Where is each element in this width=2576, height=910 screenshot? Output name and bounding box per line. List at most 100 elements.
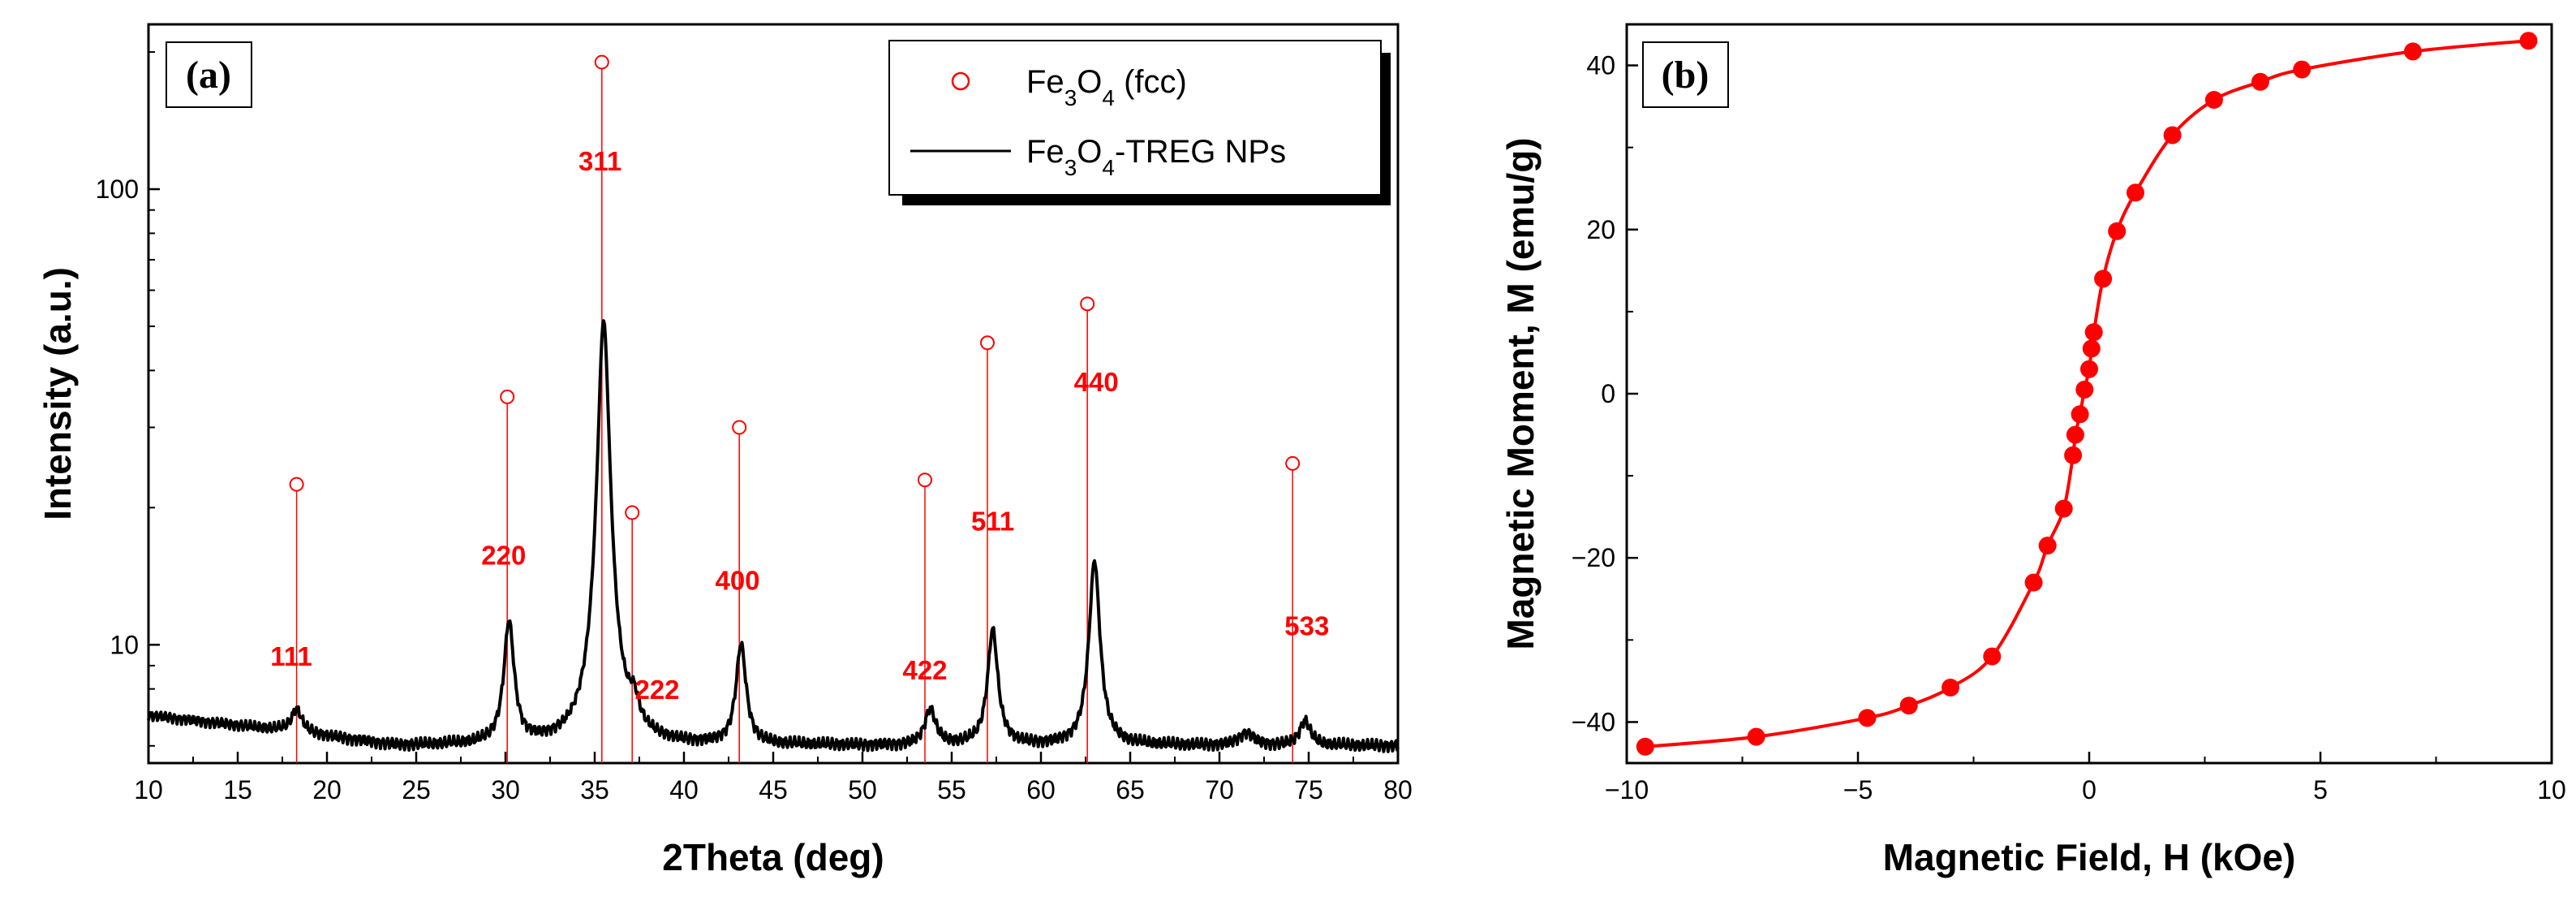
mh-data-point (1983, 647, 2002, 666)
x-axis-title: Magnetic Field, H (kOe) (1883, 836, 2296, 878)
x-tick-label: −10 (1605, 775, 1649, 804)
mh-data-point (1858, 709, 1877, 727)
hkl-label-511: 511 (971, 507, 1014, 537)
hkl-label-440: 440 (1074, 367, 1119, 397)
x-tick-label: 75 (1294, 775, 1323, 804)
reference-marker (918, 472, 932, 488)
x-tick-label: 10 (134, 775, 163, 804)
xrd-pattern-line (147, 319, 1400, 753)
hkl-label-220: 220 (481, 540, 526, 570)
mh-data-point (1747, 727, 1765, 746)
x-ticks-group: −10 −5 0 5 10 (1605, 752, 2566, 804)
panel-a-label-box (166, 41, 252, 108)
mh-data-point (1899, 697, 1918, 715)
x-tick-label: 30 (491, 775, 520, 804)
y-tick-label: −20 (1572, 543, 1615, 572)
mh-data-point (2519, 32, 2538, 50)
y-ticks-group: −40 −20 0 20 40 (1572, 51, 1638, 736)
mh-data-point (1942, 679, 1959, 697)
mh-data-point (2084, 323, 2103, 342)
hkl-annotations-group: 111 220 311 222 400 422 511 440 533 (270, 146, 1329, 705)
mh-data-point (2024, 573, 2043, 592)
legend-text-part: O (1077, 134, 1102, 170)
mh-data-point (2127, 183, 2144, 202)
legend-open-circle-icon (951, 71, 970, 91)
hkl-label-111: 111 (270, 641, 312, 671)
panel-a-label: (a) (186, 54, 231, 97)
reference-lines-group (289, 54, 1301, 763)
x-tick-label: 60 (1026, 775, 1056, 804)
mh-data-points-group (1636, 32, 2538, 756)
x-tick-label: 35 (580, 775, 609, 804)
legend-label-sample: Fe3O4-TREG NPs (1026, 134, 1286, 180)
legend-box (888, 40, 1382, 196)
mh-data-point (1636, 737, 1654, 756)
y-tick-label: −40 (1572, 707, 1615, 736)
x-axis-title: 2Theta (deg) (662, 836, 884, 878)
legend-text-part: O (1077, 64, 1102, 100)
x-tick-label: 40 (669, 775, 699, 804)
mh-data-point (2404, 42, 2422, 61)
mh-data-point (2082, 339, 2101, 358)
reference-marker (594, 54, 609, 70)
x-tick-label: 5 (2313, 775, 2328, 804)
x-tick-label: 15 (223, 775, 252, 804)
y-axis-title: Magnetic Moment, M (emu/g) (1499, 137, 1542, 649)
y-axis-title: Intensity (a.u.) (37, 267, 79, 520)
y-tick-label: 100 (96, 175, 139, 204)
x-tick-label: 70 (1205, 775, 1234, 804)
x-tick-label: 25 (402, 775, 431, 804)
hkl-label-400: 400 (715, 566, 759, 596)
mh-data-point (2080, 360, 2098, 378)
x-tick-label: 45 (759, 775, 788, 804)
mh-data-point (2251, 72, 2269, 91)
y-tick-label: 20 (1586, 215, 1615, 244)
hkl-label-222: 222 (634, 675, 679, 705)
reference-marker (980, 335, 995, 351)
panel-b-label: (b) (1662, 54, 1709, 97)
y-tick-label: 40 (1586, 51, 1615, 80)
x-tick-label: 20 (312, 775, 342, 804)
y-tick-label: 0 (1601, 379, 1615, 408)
mh-data-point (2108, 222, 2127, 240)
legend-label-reference: Fe3O4 (fcc) (1026, 64, 1187, 110)
mh-data-point (2075, 380, 2094, 399)
reference-marker (625, 505, 640, 520)
x-ticks-group: 10 15 20 25 30 35 40 45 50 55 60 65 70 75 80 (134, 752, 1413, 804)
x-tick-label: 50 (848, 775, 877, 804)
x-tick-label: 10 (2537, 775, 2566, 804)
reference-marker (732, 420, 747, 435)
subscript: 3 (1064, 155, 1077, 180)
y-ticks-group: 10 100 (96, 51, 160, 747)
x-tick-label: −5 (1843, 775, 1873, 804)
legend-text-part: Fe (1026, 134, 1064, 170)
x-tick-label: 65 (1116, 775, 1145, 804)
x-tick-label: 80 (1383, 775, 1413, 804)
reference-marker (1080, 296, 1095, 312)
subscript: 3 (1064, 85, 1077, 110)
mh-data-point (2038, 537, 2057, 555)
mh-data-point (2066, 425, 2084, 444)
reference-marker (500, 389, 515, 404)
mh-data-point (2071, 405, 2089, 424)
reference-marker (289, 477, 304, 492)
legend: Fe3O4 (fcc) Fe3O4-TREG NPs (888, 40, 1391, 205)
legend-text-part: -TREG NPs (1115, 134, 1286, 170)
legend-text-part: Fe (1026, 64, 1064, 100)
mh-data-point (2204, 91, 2223, 109)
subscript: 4 (1102, 85, 1115, 110)
mh-data-point (2064, 446, 2083, 464)
y-tick-label: 10 (110, 630, 139, 659)
panel-b-label-box (1642, 41, 1729, 108)
mh-data-point (2094, 270, 2113, 288)
hkl-label-533: 533 (1284, 610, 1329, 640)
panel-b-magnetization-chart: −10 −5 0 5 10 −40 −20 0 20 40 (b) Magnetic Field… (1499, 23, 2566, 878)
subscript: 4 (1102, 155, 1115, 180)
legend-text-part: (fcc) (1115, 64, 1187, 100)
x-tick-label: 0 (2082, 775, 2096, 804)
mh-data-point (2163, 126, 2182, 144)
mh-data-point (2054, 499, 2073, 518)
